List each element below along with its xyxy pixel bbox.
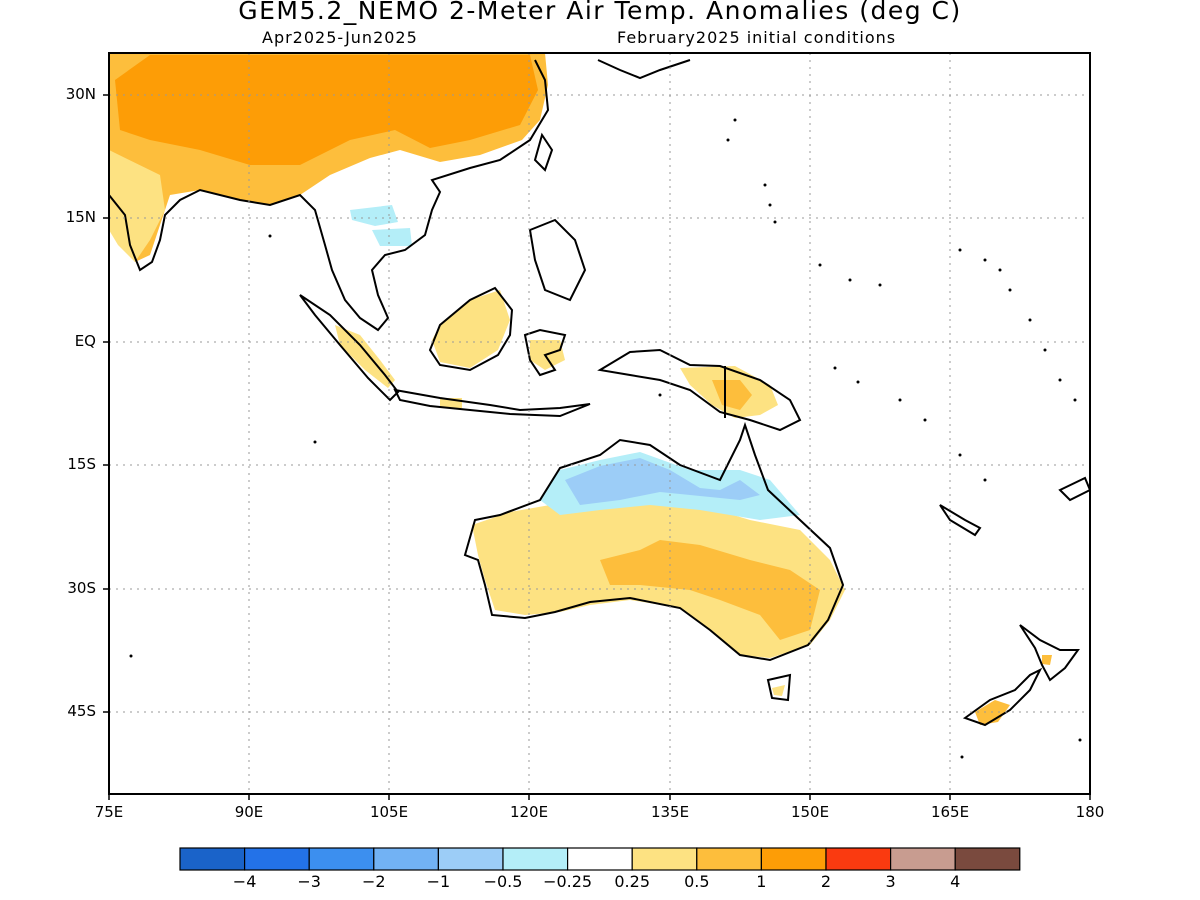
lat-label-15n: 15N <box>65 208 96 226</box>
colorbar-swatch <box>244 847 310 871</box>
axis-ticks <box>103 94 1091 800</box>
lon-label-180: 180 <box>1075 803 1105 821</box>
small-islands <box>129 118 1082 759</box>
lon-label-75e: 75E <box>94 803 124 821</box>
colorbar-tick-label: −3 <box>297 872 321 891</box>
australia-strong-warm-shading <box>600 540 820 640</box>
colorbar <box>179 847 1021 871</box>
coastlines <box>109 59 1090 727</box>
tasmania-shading <box>772 685 785 696</box>
colorbar-swatch <box>308 847 375 871</box>
lon-label-90e: 90E <box>234 803 264 821</box>
colorbar-swatch <box>760 847 827 871</box>
sumatra-shading <box>335 325 395 388</box>
colorbar-swatch <box>954 847 1021 871</box>
lon-label-105e: 105E <box>369 803 409 821</box>
asia-strong-anomaly-shading <box>115 55 538 165</box>
map-content <box>109 53 1090 794</box>
lat-label-30n: 30N <box>65 85 96 103</box>
new-zealand-north-shading <box>1042 655 1052 665</box>
indochina-cool-shading <box>350 205 398 226</box>
colorbar-tick-label: 2 <box>820 872 832 891</box>
lon-label-165e: 165E <box>930 803 970 821</box>
australia-north-coolest-shading <box>565 458 760 505</box>
colorbar-tick-label: 1 <box>756 872 767 891</box>
colorbar-swatch <box>179 847 246 871</box>
colorbar-swatch <box>889 847 956 871</box>
colorbar-swatch <box>631 847 698 871</box>
colorbar-tick-label: 4 <box>950 872 961 891</box>
india-light-shading <box>109 150 165 262</box>
lon-label-150e: 150E <box>790 803 830 821</box>
map-title: GEM5.2_NEMO 2-Meter Air Temp. Anomalies … <box>238 0 962 25</box>
initial-conditions: February2025 initial conditions <box>617 28 897 47</box>
graticule <box>109 53 1090 794</box>
colorbar-tick-label: 0.5 <box>684 872 710 891</box>
colorbar-tick-label: −4 <box>232 872 257 891</box>
colorbar-swatch <box>373 847 439 871</box>
new-guinea-warm-shading <box>712 380 752 410</box>
colorbar-tick-label: −0.25 <box>543 872 593 891</box>
colorbar-tick-label: −0.5 <box>483 872 523 891</box>
colorbar-tick-label: 3 <box>885 872 896 891</box>
lat-label-eq: EQ <box>74 332 96 350</box>
borneo-shading <box>432 290 510 368</box>
colorbar-swatch <box>825 847 892 871</box>
colorbar-swatch <box>437 847 504 871</box>
lat-label-45s: 45S <box>67 702 96 720</box>
colorbar-tick-label: −1 <box>426 872 451 891</box>
lon-label-120e: 120E <box>509 803 549 821</box>
indochina-cool-shading-2 <box>372 228 412 246</box>
colorbar-swatch <box>566 847 633 871</box>
colorbar-swatch <box>502 847 569 871</box>
forecast-period: Apr2025-Jun2025 <box>262 28 418 47</box>
colorbar-tick-label: −2 <box>362 872 386 891</box>
map-frame <box>108 52 1091 795</box>
lon-label-135e: 135E <box>650 803 690 821</box>
colorbar-tick-label: 0.25 <box>614 872 650 891</box>
lat-label-30s: 30S <box>67 579 96 597</box>
lat-label-15s: 15S <box>67 455 96 473</box>
colorbar-swatch <box>696 847 762 871</box>
